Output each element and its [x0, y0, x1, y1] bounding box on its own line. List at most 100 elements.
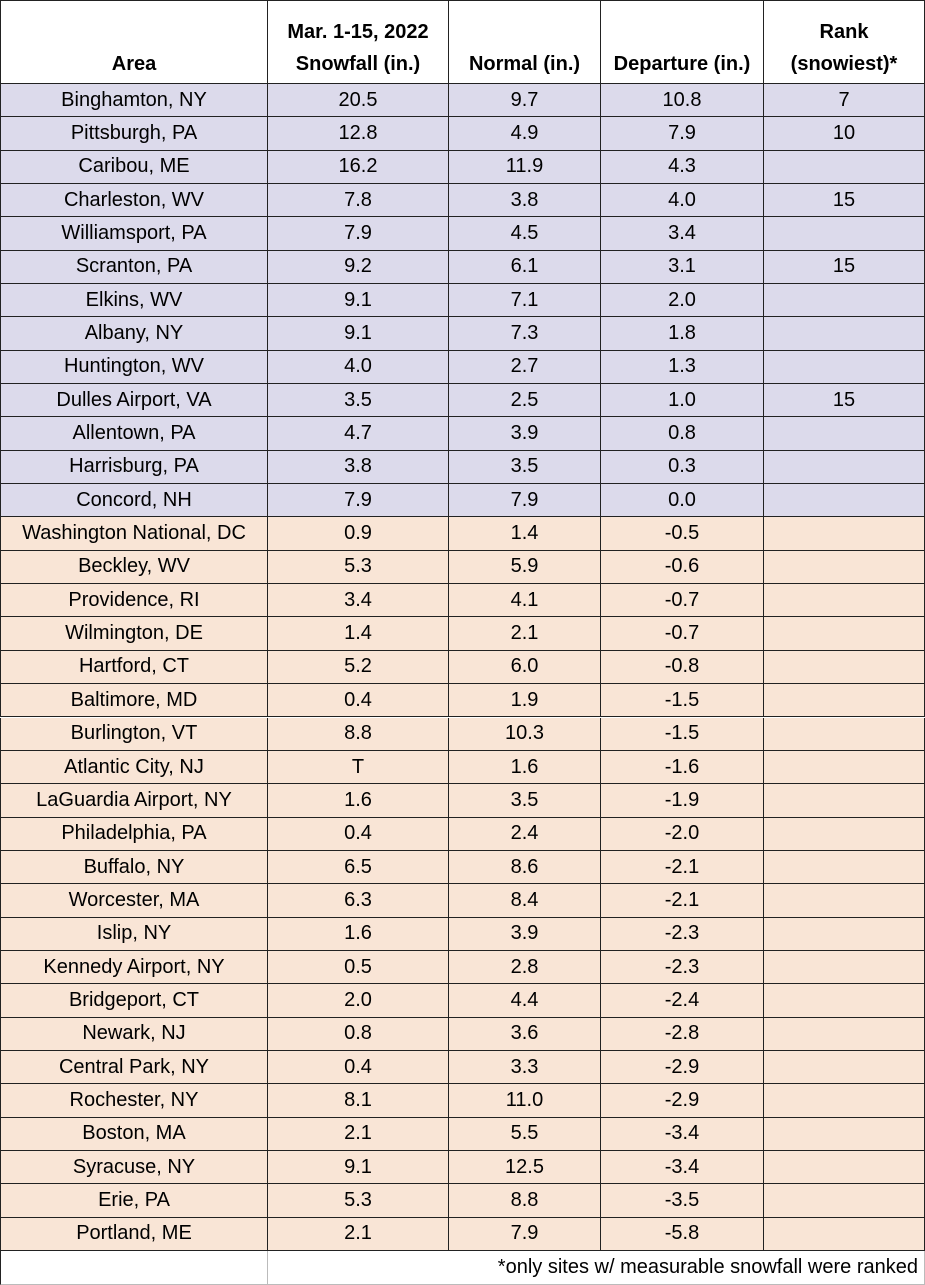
cell-text: (snowiest)* [790, 53, 898, 75]
table-cell [764, 150, 925, 184]
cell-text: 2.1 [344, 1222, 372, 1245]
cell-text: -1.9 [664, 788, 700, 811]
cell-text: 1.9 [510, 688, 539, 711]
table-cell: 15 [764, 384, 925, 418]
cell-text: -5.8 [664, 1222, 700, 1245]
cell-text: 8.6 [510, 855, 539, 878]
table-cell [764, 850, 925, 885]
table-cell: Central Park, NY [0, 1050, 268, 1085]
table-cell: -3.5 [601, 1184, 764, 1218]
table-cell: 2.5 [449, 384, 601, 418]
table-cell: Scranton, PA [0, 250, 268, 285]
table-cell: 7.9 [449, 1217, 601, 1251]
cell-text: Providence, RI [68, 588, 200, 611]
cell-text: 11.9 [505, 155, 544, 178]
cell-text: 4.1 [510, 588, 539, 611]
header-cell: Rank (snowiest)* [764, 0, 925, 84]
cell-text: -1.5 [664, 722, 700, 745]
cell-text: 1.6 [344, 922, 372, 945]
cell-text: 3.8 [510, 188, 539, 211]
table-cell: -2.8 [601, 1017, 764, 1051]
cell-text: 10 [832, 121, 856, 144]
cell-text: 10.3 [505, 722, 544, 745]
table-cell [764, 317, 925, 351]
table-cell: 9.1 [268, 1150, 449, 1185]
table-cell: 10.8 [601, 84, 764, 118]
cell-text: -3.4 [664, 1122, 700, 1145]
table-cell: Pittsburgh, PA [0, 117, 268, 151]
table-cell: Concord, NH [0, 484, 268, 518]
table-cell [764, 1117, 925, 1151]
table-cell [764, 484, 925, 518]
cell-text: -2.9 [664, 1088, 700, 1111]
table-cell: 0.8 [268, 1017, 449, 1051]
cell-text: *only sites w/ measurable snowfall were … [497, 1256, 918, 1278]
table-cell: 0.5 [268, 950, 449, 985]
table-cell [764, 517, 925, 551]
table-cell: 9.7 [449, 84, 601, 118]
table-cell: Kennedy Airport, NY [0, 950, 268, 985]
cell-text: 8.8 [344, 722, 372, 745]
cell-text: 5.3 [344, 1188, 372, 1211]
table-cell: 6.3 [268, 884, 449, 918]
table-cell: 3.5 [449, 784, 601, 818]
cell-text: Syracuse, NY [72, 1155, 196, 1178]
cell-text: 5.2 [344, 655, 372, 678]
table-cell: Worcester, MA [0, 884, 268, 918]
table-cell [764, 584, 925, 618]
table-cell: Burlington, VT [0, 717, 268, 751]
table-cell: 6.0 [449, 650, 601, 685]
table-cell: 4.9 [449, 117, 601, 151]
cell-text: 3.6 [510, 1022, 539, 1045]
table-cell: 1.4 [449, 517, 601, 551]
table-cell [764, 1084, 925, 1118]
table-cell [764, 784, 925, 818]
cell-text: -0.7 [664, 588, 700, 611]
cell-text: 4.7 [344, 422, 372, 445]
cell-text: 0.4 [344, 1055, 372, 1078]
table-cell: 5.5 [449, 1117, 601, 1151]
table-cell [764, 717, 925, 751]
table-cell: Binghamton, NY [0, 84, 268, 118]
cell-text: 3.5 [344, 388, 372, 411]
table-cell: 8.6 [449, 850, 601, 885]
cell-text: -0.8 [664, 655, 700, 678]
table-cell [764, 550, 925, 585]
footer-blank [0, 1251, 268, 1285]
table-cell [764, 984, 925, 1018]
table-cell: 7.9 [449, 484, 601, 518]
table-cell: -2.1 [601, 850, 764, 885]
table-cell: 3.4 [601, 217, 764, 251]
table-cell: Wilmington, DE [0, 617, 268, 651]
cell-text: Pittsburgh, PA [70, 121, 198, 144]
table-cell: 1.0 [601, 384, 764, 418]
table-cell: 8.8 [268, 717, 449, 751]
header-cell: Area [0, 0, 268, 84]
cell-text: Wilmington, DE [65, 622, 203, 645]
table-cell: 4.1 [449, 584, 601, 618]
table-cell [764, 284, 925, 318]
header-cell: Mar. 1-15, 2022 Snowfall (in.) [268, 0, 449, 84]
cell-text: 0.9 [344, 522, 372, 545]
table-cell: Erie, PA [0, 1184, 268, 1218]
cell-text: -2.4 [664, 988, 700, 1011]
cell-text: 7.9 [344, 222, 372, 245]
table-cell: 9.2 [268, 250, 449, 285]
table-cell: 4.3 [601, 150, 764, 184]
cell-text: -3.4 [664, 1155, 700, 1178]
cell-text: Buffalo, NY [83, 855, 185, 878]
table-cell: 3.6 [449, 1017, 601, 1051]
cell-text: Hartford, CT [78, 655, 190, 678]
cell-text: 9.7 [510, 88, 539, 111]
cell-text: 4.4 [510, 988, 539, 1011]
cell-text: 3.5 [510, 455, 539, 478]
cell-text: 3.9 [510, 422, 539, 445]
table-cell [764, 684, 925, 718]
cell-text: T [351, 755, 365, 778]
cell-text: -2.1 [664, 888, 700, 911]
cell-text: 12.8 [338, 121, 378, 144]
cell-text: 0.4 [344, 688, 372, 711]
table-cell: 4.5 [449, 217, 601, 251]
cell-text: 5.5 [510, 1122, 539, 1145]
table-cell: 3.5 [449, 450, 601, 485]
